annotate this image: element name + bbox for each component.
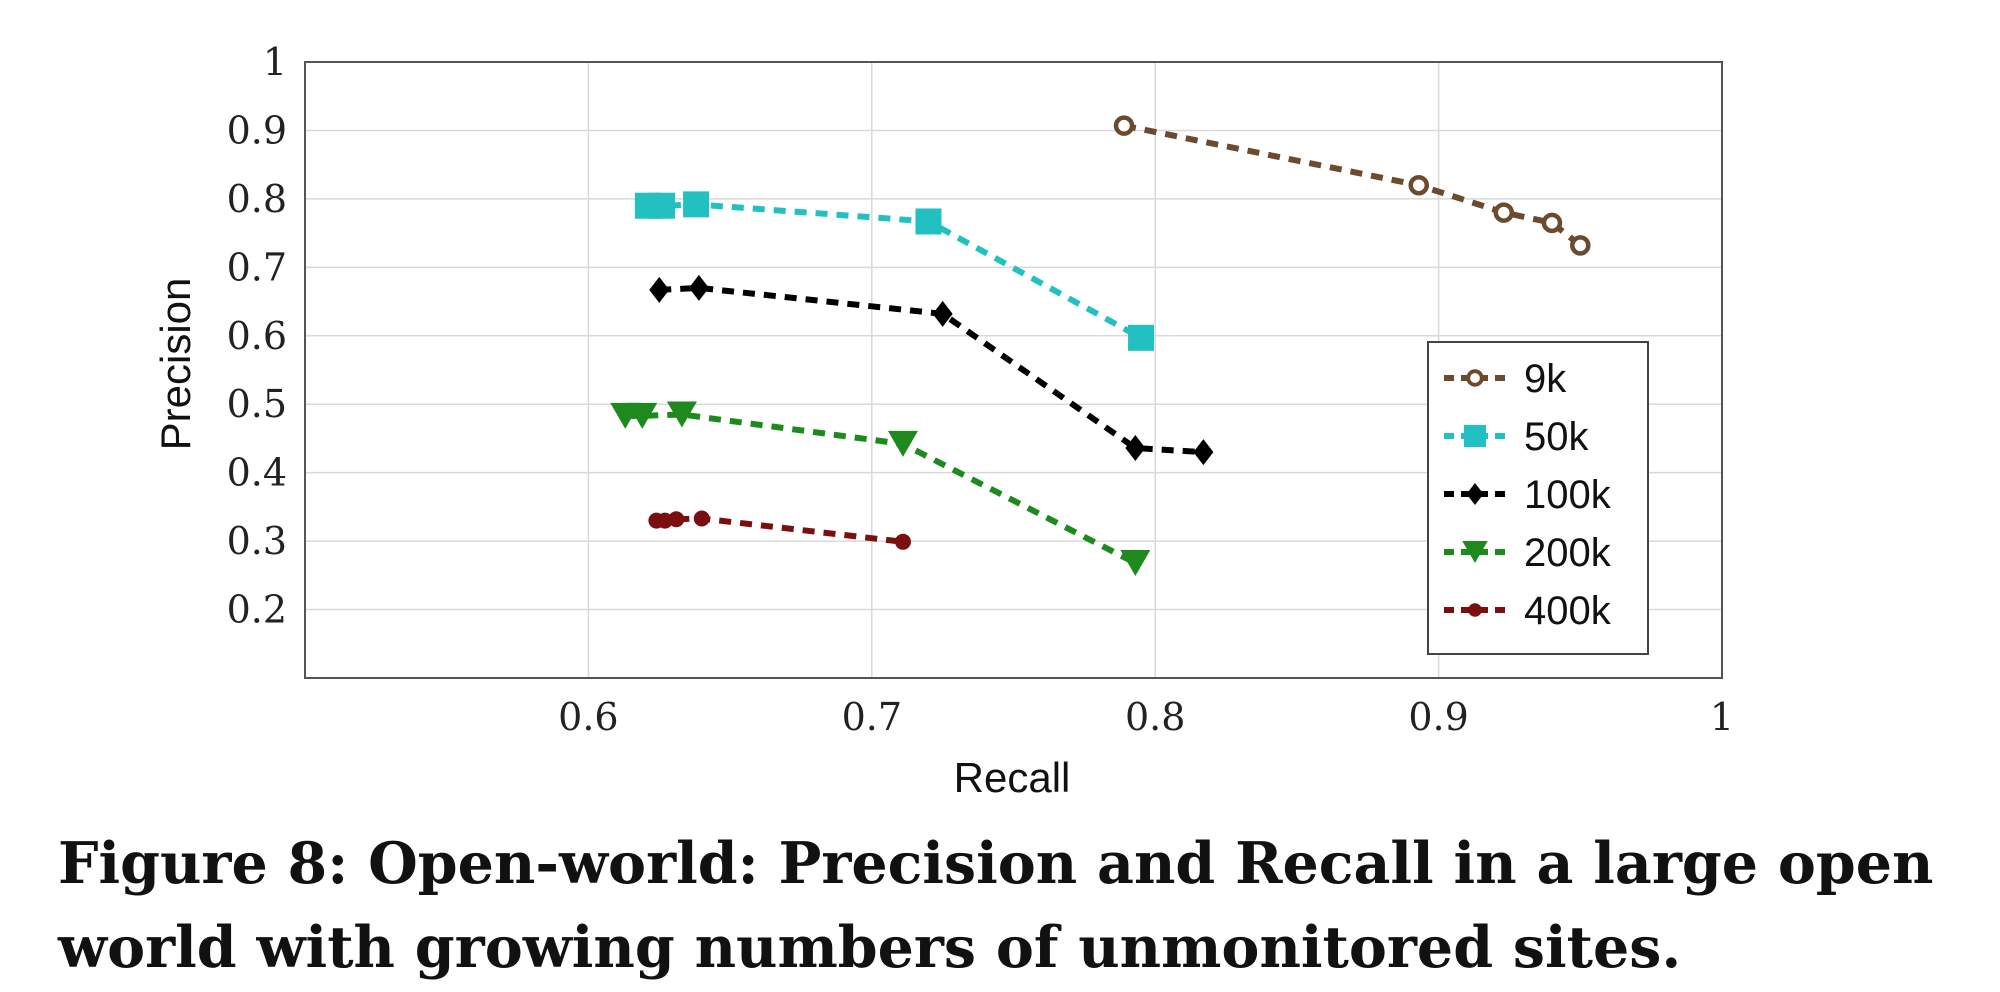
series-400k [648, 510, 911, 550]
data-point-9k [1570, 235, 1591, 256]
legend-label-50k: 50k [1524, 415, 1589, 459]
data-point-400k [693, 510, 710, 527]
plot-frame [304, 61, 1723, 679]
legend-marker-400k [1468, 603, 1482, 617]
y-tick-label: 0.8 [227, 177, 287, 221]
series-100k [649, 274, 1214, 466]
legend-label-200k: 200k [1524, 531, 1612, 575]
legend-marker-50k [1463, 424, 1487, 448]
data-point-400k [894, 533, 911, 550]
data-point-50k [915, 208, 942, 235]
data-point-100k [1125, 435, 1146, 462]
y-tick-label: 0.9 [227, 108, 287, 152]
legend-marker-200k [1462, 540, 1488, 564]
data-point-100k [688, 274, 709, 301]
series-line-400k [656, 515, 904, 545]
series-line-9k [1123, 122, 1583, 248]
data-point-50k [683, 191, 710, 218]
caption-line-2: world with growing numbers of unmonitore… [58, 914, 1682, 981]
series-50k [634, 191, 1155, 351]
legend-entry-400k: 400k [1444, 589, 1612, 633]
y-tick-label: 1 [263, 40, 287, 84]
x-axis-label: Recall [954, 754, 1071, 801]
data-point-100k [932, 300, 953, 327]
x-tick-label: 0.7 [842, 695, 902, 739]
legend-label-9k: 9k [1524, 357, 1567, 401]
data-point-200k [887, 430, 918, 457]
y-tick-label: 0.4 [227, 451, 287, 495]
legend-entry-100k: 100k [1444, 473, 1612, 517]
x-tick-label: 0.9 [1408, 695, 1468, 739]
legend: 9k 50k 100k 200k 400k [1427, 341, 1649, 655]
legend-entry-50k: 50k [1444, 415, 1589, 459]
legend-entry-200k: 200k [1444, 531, 1612, 575]
axes: 0.6 0.7 0.8 0.9 1 0.2 0.3 0.4 0.5 0.6 0.7 0.8 0.9 1 [227, 40, 1735, 739]
y-tick-label: 0.2 [227, 588, 287, 632]
legend-label-400k: 400k [1524, 589, 1612, 633]
series-9k [1113, 115, 1591, 256]
x-tick-label: 0.6 [558, 695, 618, 739]
legend-label-100k: 100k [1524, 473, 1612, 517]
legend-marker-100k [1466, 482, 1484, 506]
legend-marker-9k [1466, 369, 1484, 387]
data-point-200k [627, 402, 658, 429]
data-point-9k [1113, 115, 1135, 136]
legend-box [1427, 341, 1649, 655]
y-tick-label: 0.3 [227, 519, 287, 563]
data-point-200k [666, 401, 697, 428]
series-200k [610, 401, 1151, 577]
x-tick-label: 1 [1710, 695, 1734, 739]
data-point-400k [668, 511, 685, 528]
data-point-9k [1541, 212, 1563, 234]
series-line-50k [647, 201, 1143, 341]
data-point-9k [1408, 174, 1430, 196]
y-tick-label: 0.5 [227, 382, 287, 426]
y-tick-label: 0.6 [227, 314, 287, 358]
data-point-9k [1493, 202, 1515, 223]
y-tick-label: 0.7 [227, 245, 287, 289]
data-point-50k [649, 192, 676, 219]
x-tick-label: 0.8 [1125, 695, 1185, 739]
data-point-100k [1193, 439, 1214, 466]
series-line-100k [659, 284, 1204, 456]
data-point-200k [1120, 550, 1151, 577]
y-axis-label: Precision [152, 278, 199, 451]
precision-recall-chart: 0.6 0.7 0.8 0.9 1 0.2 0.3 0.4 0.5 0.6 0.7 0.8 0.9 1 P… [152, 40, 1735, 801]
caption-line-1: Figure 8: Open-world: Precision and Reca… [58, 830, 1934, 897]
data-point-100k [649, 276, 670, 303]
data-point-50k [1128, 324, 1155, 351]
figure-caption: Figure 8: Open-world: Precision and Reca… [58, 822, 1958, 990]
data-series [610, 115, 1591, 577]
legend-entry-9k: 9k [1444, 357, 1567, 401]
